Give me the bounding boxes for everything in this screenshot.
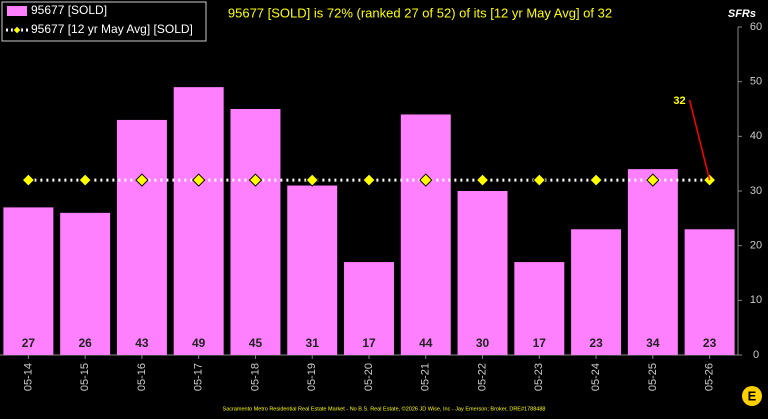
x-tick-label: 05-15 — [79, 363, 91, 391]
annotation-line — [688, 99, 711, 181]
legend-swatch — [7, 6, 27, 16]
avg-marker — [248, 173, 263, 187]
avg-marker — [419, 173, 433, 187]
chart-title: 95677 [SOLD] is 72% (ranked 27 of 52) of… — [228, 5, 612, 20]
y-tick-label: 50 — [750, 76, 762, 88]
data-label: 43 — [135, 336, 149, 350]
bar — [571, 229, 622, 355]
data-label: 27 — [22, 336, 36, 350]
x-tick-label: 05-14 — [22, 363, 34, 391]
avg-marker — [362, 173, 376, 187]
data-label: 44 — [419, 336, 433, 350]
avg-marker — [191, 173, 206, 187]
y-axis-label: SFRs — [728, 8, 756, 20]
data-label: 17 — [362, 336, 376, 350]
avg-marker — [21, 173, 36, 187]
avg-marker — [135, 173, 149, 187]
bar — [344, 262, 394, 355]
data-label: 31 — [306, 336, 320, 350]
annotation: 32 — [673, 95, 685, 107]
x-tick-label: 05-18 — [249, 363, 261, 391]
data-label: 26 — [78, 336, 92, 350]
avg-marker — [305, 173, 319, 187]
data-label: 23 — [703, 336, 717, 350]
data-label: 17 — [533, 336, 547, 350]
svg-text:E: E — [748, 388, 757, 403]
data-label: 45 — [249, 336, 263, 350]
x-tick-label: 05-23 — [533, 363, 545, 391]
x-tick-label: 05-17 — [193, 363, 205, 391]
legend-label: 95677 [12 yr May Avg] [SOLD] — [31, 22, 193, 36]
bar — [684, 229, 735, 355]
legend-marker — [12, 25, 22, 35]
x-tick-label: 05-20 — [363, 363, 375, 391]
avg-marker — [589, 173, 603, 187]
x-tick-label: 05-25 — [647, 363, 659, 391]
logo: E — [742, 386, 762, 406]
bar — [173, 87, 224, 355]
bar — [116, 119, 167, 355]
bar — [627, 169, 678, 355]
y-tick-label: 20 — [750, 240, 762, 252]
y-tick-label: 10 — [750, 294, 762, 306]
bar — [514, 262, 565, 355]
data-label: 34 — [646, 336, 660, 350]
y-tick-label: 40 — [750, 130, 762, 142]
x-tick-label: 05-24 — [590, 363, 602, 391]
footer: Sacramento Metro Residential Real Estate… — [223, 405, 546, 412]
legend-label: 95677 [SOLD] — [31, 3, 107, 17]
avg-marker — [475, 173, 490, 187]
avg-marker — [702, 173, 717, 187]
y-tick-label: 0 — [753, 349, 759, 361]
x-tick-label: 05-22 — [476, 363, 488, 391]
legend-box — [1, 1, 207, 42]
avg-marker — [532, 173, 547, 187]
x-tick-label: 05-21 — [420, 363, 432, 391]
bar — [60, 212, 111, 355]
bar — [287, 185, 338, 355]
avg-marker — [646, 173, 660, 187]
bar — [3, 207, 54, 355]
data-label: 23 — [589, 336, 603, 350]
y-tick-label: 60 — [750, 21, 762, 33]
x-tick-label: 05-19 — [306, 363, 318, 391]
x-tick-label: 05-26 — [704, 363, 716, 391]
data-label: 49 — [192, 336, 206, 350]
data-label: 30 — [476, 336, 490, 350]
y-tick-label: 30 — [750, 185, 762, 197]
x-tick-label: 05-16 — [136, 363, 148, 391]
bar — [230, 109, 281, 355]
avg-marker — [78, 173, 92, 187]
bar — [400, 114, 451, 355]
bar — [457, 191, 508, 355]
